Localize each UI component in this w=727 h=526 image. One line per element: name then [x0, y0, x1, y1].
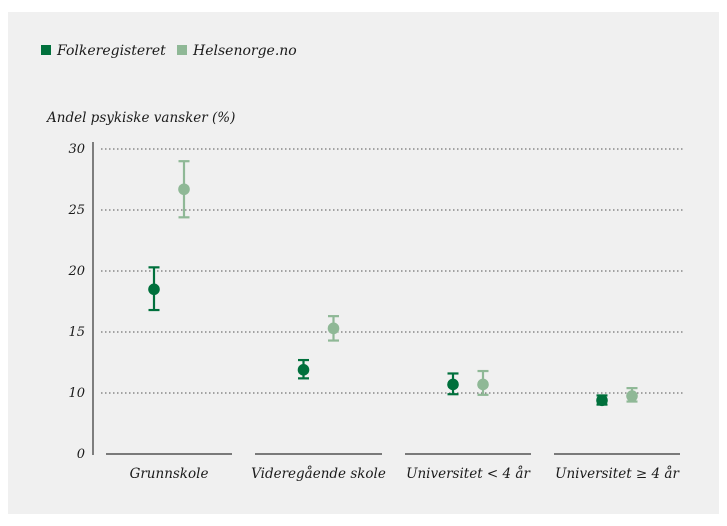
y-tick-label: 20: [67, 264, 85, 279]
data-point: [327, 322, 340, 335]
y-tick-label: 0: [77, 447, 85, 462]
y-tick-label: 30: [68, 142, 85, 157]
gridlines: [101, 148, 685, 394]
data-point: [447, 378, 459, 391]
data-point: [626, 390, 638, 402]
chart-panel: [8, 12, 719, 514]
data-point: [148, 283, 160, 296]
category-label: Grunnskole: [130, 466, 209, 482]
legend: Folkeregisteret Helsenorge.no: [41, 43, 297, 59]
data-point: [297, 364, 310, 376]
y-tick-label: 15: [68, 325, 85, 340]
y-tick-label: 10: [68, 386, 85, 401]
data-point: [596, 394, 608, 407]
legend-label-folkeregisteret: Folkeregisteret: [56, 43, 166, 59]
category-label: Universitet < 4 år: [406, 466, 531, 482]
legend-swatch-helsenorge: [177, 45, 187, 55]
data-point: [178, 183, 190, 196]
legend-swatch-folkeregisteret: [41, 45, 51, 55]
y-axis-label: Andel psykiske vansker (%): [45, 110, 235, 126]
y-tick-labels: 0 10 15 20 25 30: [67, 142, 85, 462]
category-axis: Grunnskole Videregående skole Universitet …: [106, 453, 680, 482]
y-tick-label: 25: [67, 203, 85, 218]
category-label: Videregående skole: [251, 466, 386, 482]
data-marks: [148, 160, 638, 407]
data-point: [477, 378, 489, 391]
legend-label-helsenorge: Helsenorge.no: [192, 43, 297, 59]
category-label: Universitet ≥ 4 år: [555, 466, 680, 482]
